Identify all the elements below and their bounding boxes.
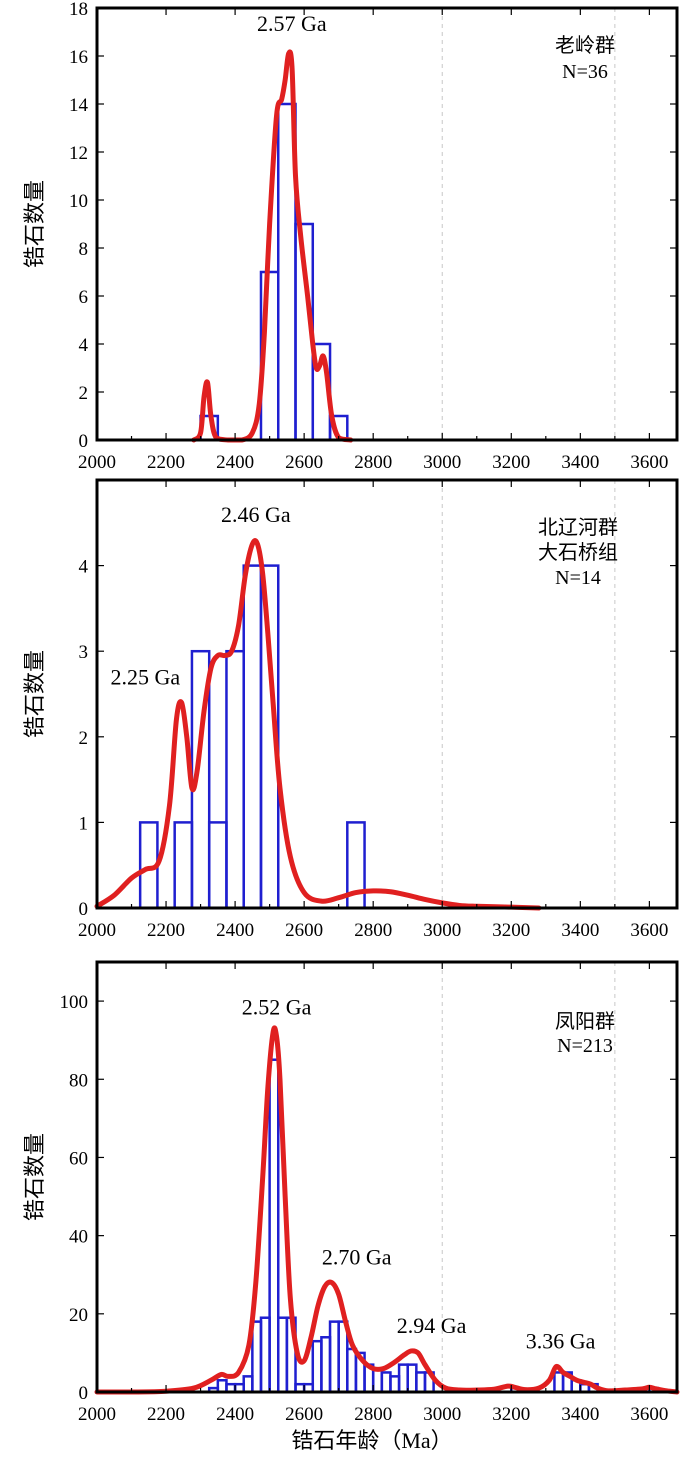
- x-tick-label: 3400: [561, 452, 599, 473]
- histogram-bar: [415, 1371, 427, 1394]
- y-tick-label: 8: [79, 239, 89, 260]
- histogram-bar: [380, 1371, 392, 1394]
- x-axis-title: 锆石年龄（Ma）: [291, 1428, 452, 1453]
- x-tick-label: 2800: [354, 1404, 392, 1425]
- x-tick-label: 3200: [492, 920, 530, 941]
- group-name-label: 北辽河群: [538, 516, 618, 539]
- y-tick-label: 0: [79, 899, 89, 920]
- x-tick-label: 2600: [285, 920, 323, 941]
- histogram-bar: [216, 1379, 228, 1394]
- y-tick-label: 3: [79, 642, 89, 663]
- plot-frame: [95, 478, 679, 910]
- y-axis-title: 锆石数量: [22, 650, 47, 738]
- y-tick-label: 2: [79, 728, 89, 749]
- y-tick-label: 18: [69, 0, 88, 20]
- y-tick-label: 100: [60, 992, 89, 1013]
- y-tick-label: 12: [69, 143, 88, 164]
- histogram-bar: [207, 821, 228, 910]
- x-tick-label: 2800: [354, 920, 392, 941]
- y-tick-label: 0: [79, 1383, 89, 1404]
- sample-count-label: N=36: [562, 61, 608, 83]
- x-tick-label: 2000: [78, 1404, 116, 1425]
- sample-count-label: N=14: [555, 567, 601, 589]
- x-tick-label: 2600: [285, 452, 323, 473]
- y-tick-label: 2: [79, 383, 89, 404]
- y-tick-label: 16: [69, 47, 88, 68]
- group-name-label: 老岭群: [555, 34, 615, 57]
- histogram-bar: [320, 1336, 332, 1394]
- histogram-bar: [389, 1375, 401, 1394]
- histogram-bar: [328, 1320, 340, 1394]
- histogram-bar: [553, 1371, 565, 1394]
- y-tick-label: 1: [79, 813, 89, 834]
- y-tick-label: 14: [69, 95, 89, 116]
- plot-frame: [95, 960, 679, 1394]
- histogram-bar: [371, 1367, 384, 1394]
- x-tick-label: 2800: [354, 452, 392, 473]
- panel-1: 2000 2200 2400 2600 2800 3000 3200 3400 3600 0 2 4 6…: [22, 0, 679, 473]
- x-tick-label: 2200: [147, 1404, 185, 1425]
- x-tick-label: 3600: [630, 452, 668, 473]
- histogram-bar: [173, 821, 194, 910]
- plot-frame: [95, 6, 679, 442]
- x-tick-label: 2000: [78, 920, 116, 941]
- x-tick-label: 3600: [630, 1404, 668, 1425]
- histogram-bar: [346, 1347, 358, 1394]
- density-curve: [94, 537, 542, 911]
- x-tick-label: 3200: [492, 1404, 530, 1425]
- histogram-bar: [259, 1316, 271, 1394]
- x-tick-label: 2200: [147, 452, 185, 473]
- histogram-bar: [406, 1363, 418, 1394]
- x-tick-label: 2400: [216, 452, 254, 473]
- group-name-label: 大石桥组: [538, 541, 618, 564]
- x-tick-label: 3000: [423, 1404, 461, 1425]
- x-tick-label: 3400: [561, 1404, 599, 1425]
- peak-age-label: 2.70 Ga: [322, 1245, 392, 1270]
- histogram-bar: [242, 564, 263, 910]
- peak-age-label: 2.94 Ga: [397, 1313, 467, 1338]
- x-tick-label: 2400: [216, 920, 254, 941]
- density-curve: [191, 49, 354, 443]
- histogram-bar: [397, 1363, 409, 1394]
- group-name-label: 凤阳群: [555, 1010, 615, 1033]
- y-axis-title: 锆石数量: [22, 1133, 47, 1221]
- x-tick-label: 2600: [285, 1404, 323, 1425]
- x-tick-label: 2400: [216, 1404, 254, 1425]
- histogram-bar: [268, 1058, 280, 1394]
- y-tick-label: 20: [69, 1305, 88, 1326]
- x-tick-label: 3000: [423, 920, 461, 941]
- x-tick-label: 2200: [147, 920, 185, 941]
- histogram-bar: [311, 1339, 323, 1394]
- sample-count-label: N=213: [557, 1035, 613, 1057]
- x-tick-label: 3200: [492, 452, 530, 473]
- x-tick-label: 3000: [423, 452, 461, 473]
- y-tick-label: 4: [79, 335, 89, 356]
- y-tick-label: 0: [79, 431, 89, 452]
- y-tick-label: 4: [79, 557, 89, 578]
- y-tick-label: 80: [69, 1070, 88, 1091]
- panel-2: 2000 2200 2400 2600 2800 3000 3200 3400 3600 0 1 2 3…: [22, 478, 679, 941]
- peak-age-label: 2.25 Ga: [110, 665, 180, 690]
- peak-age-label: 3.36 Ga: [526, 1329, 596, 1354]
- y-tick-label: 6: [79, 287, 89, 308]
- histogram-bar: [251, 1320, 263, 1394]
- peak-age-label: 2.57 Ga: [257, 11, 327, 36]
- y-tick-label: 40: [69, 1227, 88, 1248]
- y-tick-label: 60: [69, 1148, 88, 1169]
- histogram-bar: [277, 1316, 289, 1394]
- x-tick-label: 3400: [561, 920, 599, 941]
- panel-3: 2000 2200 2400 2600 2800 3000 3200 3400 3600 0 20 4…: [22, 960, 680, 1453]
- y-tick-label: 10: [69, 191, 88, 212]
- peak-age-label: 2.46 Ga: [221, 502, 291, 527]
- histogram-bar: [242, 1375, 254, 1394]
- peak-age-label: 2.52 Ga: [242, 994, 312, 1019]
- x-tick-label: 3600: [630, 920, 668, 941]
- histogram-bar: [225, 649, 245, 910]
- x-tick-label: 2000: [78, 452, 116, 473]
- y-axis-title: 锆石数量: [22, 180, 47, 268]
- density-curve: [94, 1025, 680, 1395]
